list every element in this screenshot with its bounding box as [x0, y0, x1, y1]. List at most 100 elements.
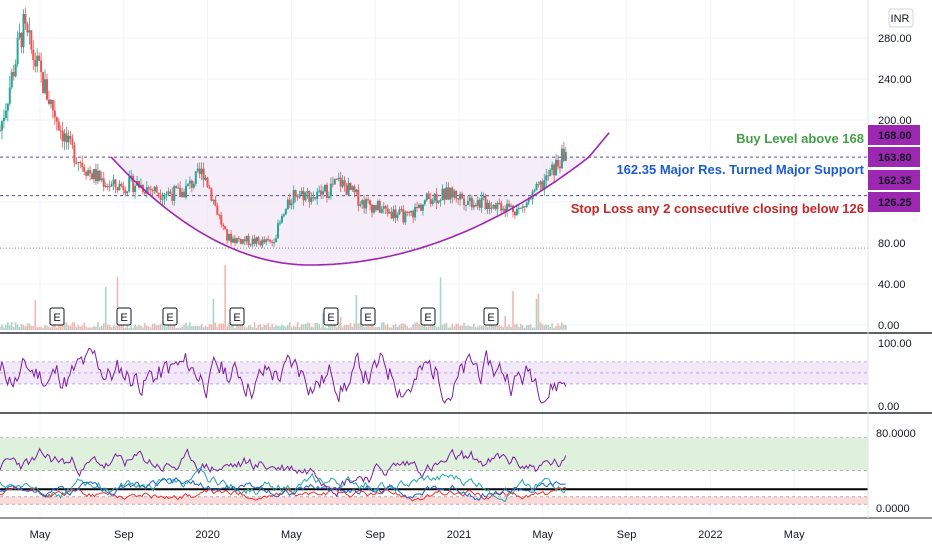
candle-body [91, 173, 94, 180]
price-label-text: 168.00 [878, 130, 912, 142]
volume-bar [73, 322, 76, 330]
volume-bar [175, 327, 178, 330]
candle-body [388, 212, 391, 214]
candle-body [181, 191, 184, 197]
price-tick-label: 240.00 [878, 74, 912, 86]
price-label-tag[interactable]: 163.80 [868, 147, 920, 167]
candle-body [77, 162, 80, 164]
volume-bar [467, 325, 469, 330]
candle-body [81, 162, 84, 167]
candle-body [515, 208, 518, 216]
candle-body [57, 121, 60, 131]
volume-bar [261, 327, 264, 330]
earnings-marker[interactable]: E [420, 307, 436, 326]
volume-bar [200, 323, 203, 330]
candle-body [492, 204, 495, 208]
volume-bar [191, 326, 193, 330]
candle-body [557, 159, 560, 167]
volume-bar [355, 294, 358, 330]
volume-bar [408, 327, 411, 330]
volume-bar [312, 327, 315, 330]
price-label-tag[interactable]: 162.35 [868, 170, 920, 190]
volume-bar [247, 325, 250, 330]
earnings-marker[interactable]: E [483, 307, 499, 326]
candle-body [190, 180, 193, 188]
candle-body [34, 60, 37, 67]
volume-bar [474, 327, 477, 330]
earnings-marker[interactable]: E [229, 307, 245, 326]
volume-bar [377, 327, 379, 330]
earnings-marker-label: E [233, 312, 240, 324]
candle-body [466, 201, 469, 205]
candle-body [443, 188, 446, 200]
volume-bar [308, 322, 311, 330]
volume-bar [508, 324, 510, 330]
candle-body [390, 212, 393, 219]
volume-bar [345, 324, 348, 330]
volume-bar [451, 323, 454, 330]
earnings-marker-box [229, 307, 245, 326]
price-pane[interactable]: E E E E E E E E Buy Level above 168 162.35 Major … [0, 7, 868, 330]
volume-bar [89, 327, 91, 330]
earnings-marker[interactable]: E [323, 307, 339, 326]
volume-bar [306, 322, 309, 330]
candle-body [87, 170, 90, 176]
volume-bar [351, 326, 354, 330]
candle-body [513, 211, 516, 216]
candle-body [451, 187, 454, 198]
volume-bar [238, 325, 240, 330]
volume-bar [183, 324, 185, 330]
volume-bar [535, 298, 538, 330]
volume-bar [63, 322, 66, 330]
volume-bar [283, 325, 285, 330]
volume-bar [473, 323, 475, 330]
candle-body [318, 190, 321, 192]
candle-body [372, 205, 375, 213]
oscillator-pane[interactable] [0, 347, 868, 404]
candle-body [292, 190, 295, 204]
volume-bar [40, 326, 42, 330]
volume-bar [36, 327, 39, 330]
earnings-marker[interactable]: E [360, 307, 376, 326]
candle-body [374, 205, 377, 211]
volume-bar [185, 322, 187, 330]
time-tick-label: Sep [114, 529, 134, 541]
volume-bar [537, 294, 540, 330]
volume-bar [369, 326, 371, 330]
volume-bar [559, 325, 561, 330]
candle-body [130, 175, 133, 177]
volume-bar [77, 324, 80, 330]
earnings-marker-label: E [53, 312, 60, 324]
volume-bar [281, 324, 283, 330]
candle-body [147, 187, 150, 189]
directional-pane[interactable] [0, 437, 868, 505]
volume-bar [365, 326, 367, 330]
candle-body [10, 71, 13, 88]
candle-body [472, 205, 475, 208]
volume-bar [330, 322, 332, 330]
volume-bar [71, 322, 74, 330]
volume-bar [257, 324, 260, 330]
price-label-tag[interactable]: 168.00 [868, 125, 920, 145]
candle-body [118, 183, 121, 191]
volume-bar [112, 325, 115, 330]
candle-body [404, 211, 407, 223]
candle-body [4, 110, 7, 119]
candle-body [112, 179, 115, 184]
candle-body [427, 193, 430, 200]
candle-body [361, 200, 364, 205]
candle-body [273, 242, 276, 244]
volume-bar [269, 326, 271, 330]
earnings-marker[interactable]: E [49, 307, 65, 326]
candle-body [564, 152, 567, 161]
price-label-tag[interactable]: 126.25 [868, 192, 920, 212]
candle-body [470, 197, 473, 208]
currency-box[interactable] [888, 8, 914, 28]
candle-body [314, 197, 317, 199]
volume-bar [177, 327, 179, 330]
earnings-marker[interactable]: E [116, 307, 132, 326]
earnings-marker[interactable]: E [162, 307, 178, 326]
candle-body [455, 190, 458, 199]
